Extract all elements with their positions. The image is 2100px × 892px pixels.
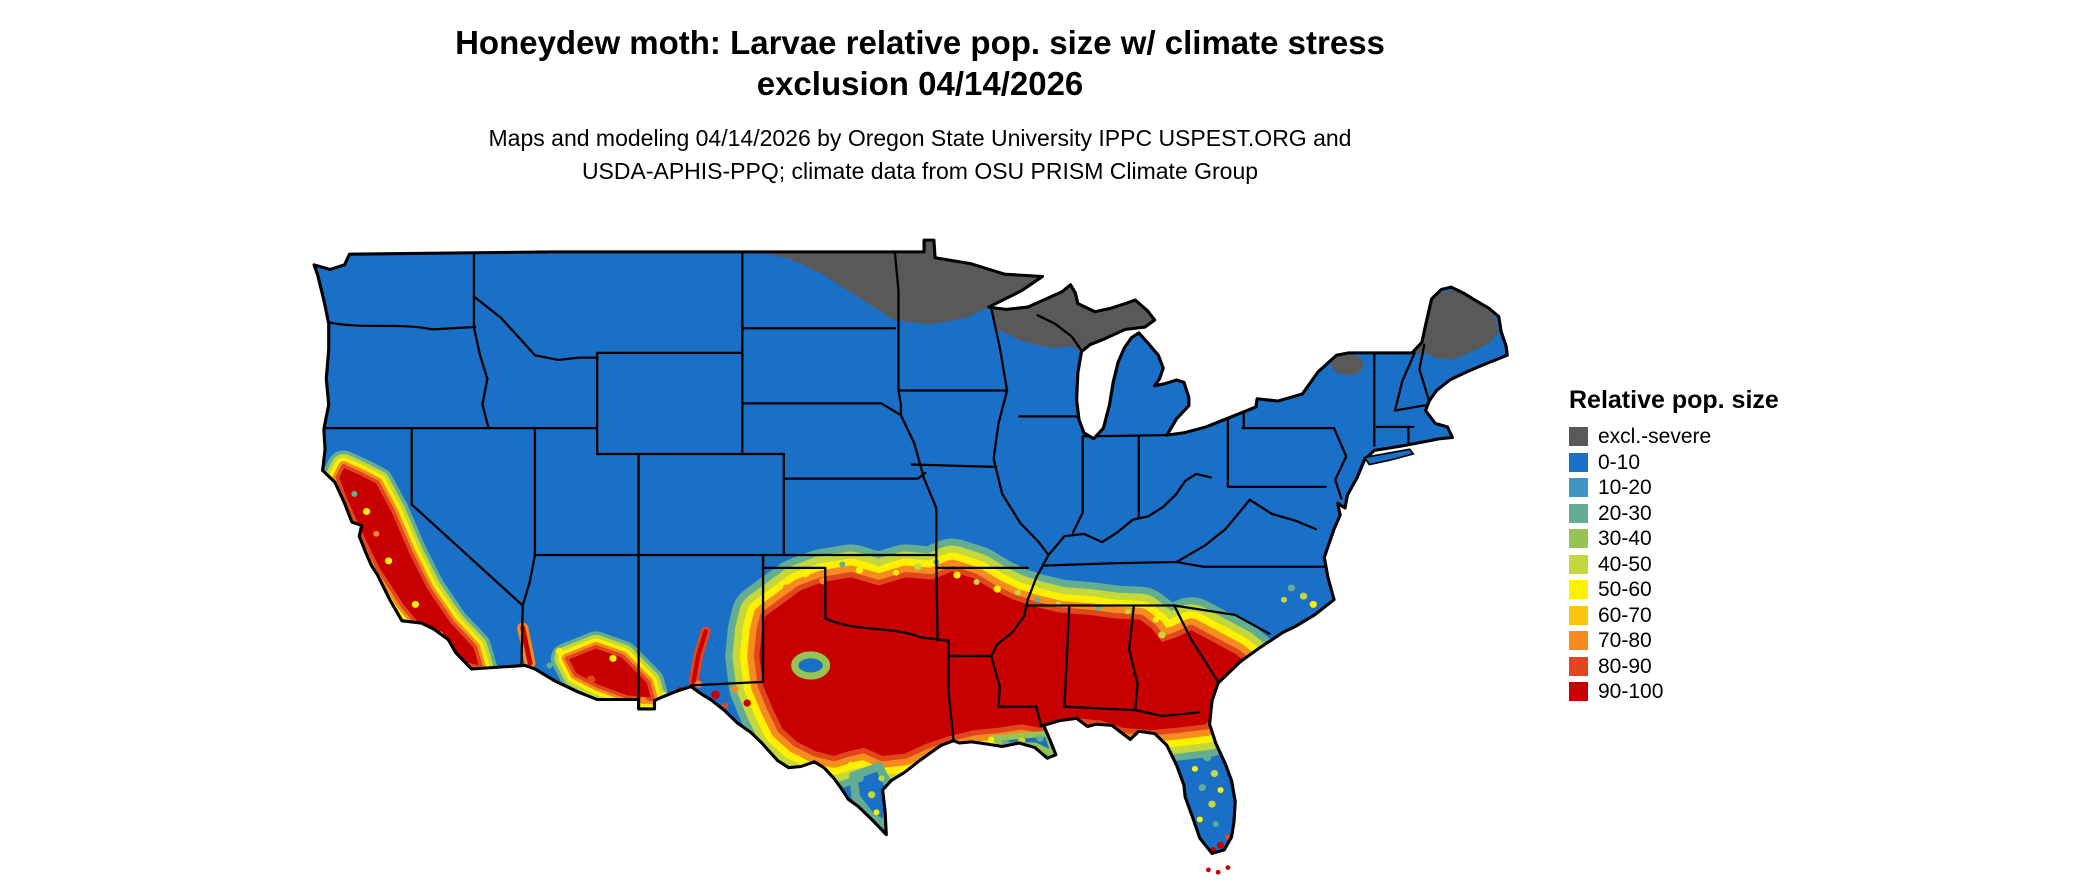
page-title: Honeydew moth: Larvae relative pop. size… xyxy=(60,22,1780,104)
legend-label: 70-80 xyxy=(1598,629,1652,652)
legend-swatch xyxy=(1569,682,1588,701)
legend-item: 60-70 xyxy=(1569,603,1779,627)
state-borders xyxy=(322,250,1431,741)
legend-item: 50-60 xyxy=(1569,578,1779,601)
legend-label: 60-70 xyxy=(1598,603,1652,627)
title-line-1: Honeydew moth: Larvae relative pop. size… xyxy=(455,24,1385,61)
legend-list: excl.-severe 0-10 10-20 20-30 30-40 40-5… xyxy=(1569,425,1779,703)
legend-swatch xyxy=(1569,580,1588,599)
subtitle-line-2: USDA-APHIS-PPQ; climate data from OSU PR… xyxy=(581,158,1259,184)
legend-swatch xyxy=(1569,529,1588,548)
legend-item: excl.-severe xyxy=(1569,425,1779,448)
legend-item: 20-30 xyxy=(1569,501,1779,525)
legend-swatch xyxy=(1569,656,1588,676)
subtitle-line-1: Maps and modeling 04/14/2026 by Oregon S… xyxy=(488,125,1352,151)
legend-label: 50-60 xyxy=(1598,578,1652,601)
legend-swatch xyxy=(1569,503,1588,523)
legend-label: 20-30 xyxy=(1598,501,1652,525)
legend-swatch xyxy=(1569,605,1588,625)
long-island xyxy=(1363,448,1415,466)
legend-label: 80-90 xyxy=(1598,654,1652,678)
legend-item: 0-10 xyxy=(1569,450,1779,474)
legend-item: 10-20 xyxy=(1569,476,1779,499)
legend-label: 40-50 xyxy=(1598,552,1652,576)
gray-exclusion-regions xyxy=(756,241,1499,376)
colorado-river-strip xyxy=(517,622,536,669)
legend-item: 30-40 xyxy=(1569,527,1779,550)
legend-label: excl.-severe xyxy=(1598,425,1712,448)
title-line-2: exclusion 04/14/2026 xyxy=(756,65,1084,102)
legend-item: 40-50 xyxy=(1569,552,1779,576)
legend-label: 30-40 xyxy=(1598,527,1652,550)
legend-item: 80-90 xyxy=(1569,654,1779,678)
legend-label: 90-100 xyxy=(1598,680,1664,703)
us-outline xyxy=(312,238,1509,855)
legend-swatch xyxy=(1569,427,1588,446)
legend: Relative pop. size excl.-severe 0-10 10-… xyxy=(1569,386,1779,708)
us-map-svg xyxy=(312,238,1509,875)
legend-label: 0-10 xyxy=(1598,450,1641,474)
map-region-fill xyxy=(314,240,1508,854)
rio-grande-finger xyxy=(688,626,711,687)
legend-swatch xyxy=(1569,478,1588,497)
arizona-high-population-region xyxy=(550,631,670,715)
legend-swatch xyxy=(1569,452,1588,472)
legend-title: Relative pop. size xyxy=(1569,386,1779,414)
cool-pockets xyxy=(791,651,1058,830)
page-subtitle: Maps and modeling 04/14/2026 by Oregon S… xyxy=(60,122,1780,188)
legend-label: 10-20 xyxy=(1598,476,1652,499)
legend-swatch xyxy=(1569,554,1588,574)
legend-item: 70-80 xyxy=(1569,629,1779,652)
us-choropleth-map xyxy=(308,226,1528,884)
legend-item: 90-100 xyxy=(1569,680,1779,703)
florida-keys xyxy=(1205,865,1231,875)
legend-swatch xyxy=(1569,631,1588,650)
